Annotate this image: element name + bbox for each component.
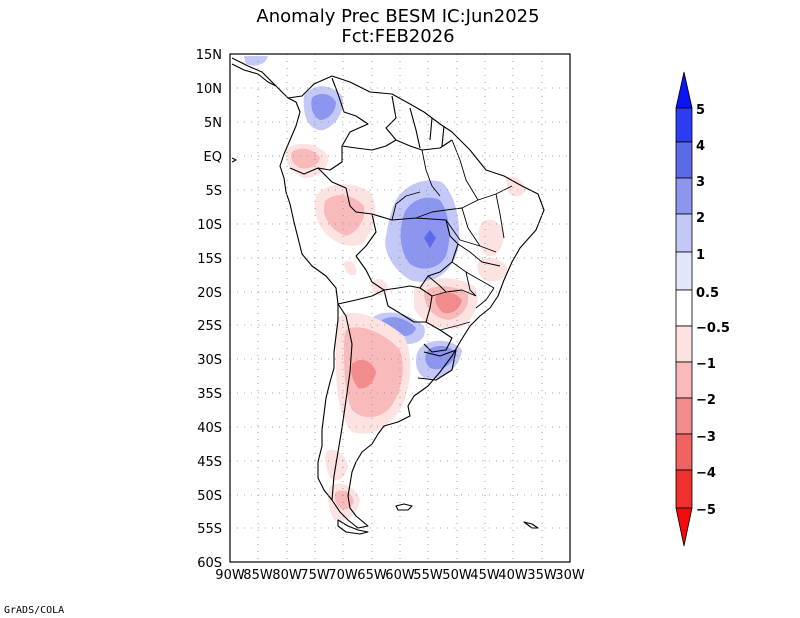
tierra-del-fuego [337,519,369,535]
lat-label: 30S [197,353,222,368]
latitude-axis: 15N 10N 5N EQ 5S 10S 15S 20S 25S 30S 35S… [196,48,222,571]
border-ecuador-peru [289,146,343,175]
grads-credit: GrADS/COLA [4,605,64,616]
lat-label: 40S [197,421,222,436]
lat-label: 35S [197,387,222,402]
lat-label: 10N [196,82,222,97]
central-america-coast [231,63,277,87]
map-frame [229,53,571,563]
colorbar-top-triangle [675,71,693,109]
border-brazil-north [341,139,453,151]
anomaly-blue-top-corner [244,56,268,66]
brazil-states [391,139,513,331]
border-colombia-peru [317,167,347,189]
colorbar-segment [675,177,693,215]
anomaly-blue-central-core [400,197,450,269]
lon-label: 90W [215,568,245,583]
colorbar-segment [675,213,693,253]
lat-label: 15N [196,48,222,63]
colorbar: 5 4 3 2 1 0.5 −0.5 −1 −2 −3 −4 −5 [675,71,730,547]
colorbar-segment [675,397,693,435]
colorbar-segment [675,107,693,143]
colorbar-label: 4 [696,139,705,154]
colorbar-segment [675,251,693,291]
lat-label: 45S [197,455,222,470]
lat-label: 5S [205,184,222,199]
lon-label: 45W [470,568,500,583]
colorbar-label: −0.5 [696,321,730,336]
colorbar-bottom-triangle [675,507,693,547]
colorbar-label: 5 [696,103,705,118]
border-paraguay [383,287,433,323]
colorbar-label: −5 [696,503,716,518]
lon-label: 40W [498,568,528,583]
lon-label: 85W [243,568,273,583]
map-panel [229,53,571,563]
colorbar-label: 1 [696,248,705,263]
border-colombia-venezuela [331,77,369,147]
title-line-2: Fct:FEB2026 [341,26,454,47]
lat-lon-grid [230,54,570,562]
colorbar-label: −4 [696,466,716,481]
anomaly-red-small-bolivia [344,260,357,276]
lon-label: 80W [272,568,302,583]
anomaly-red-west-core [324,195,365,236]
colorbar-segment [675,361,693,399]
lon-label: 35W [527,568,557,583]
lat-label: EQ [204,150,222,165]
colorbar-label: 0.5 [696,286,719,301]
anomaly-red-east2 [477,257,508,282]
border-uruguay [417,349,457,381]
anomaly-blue-northwest-core [311,93,336,120]
border-bolivia-brazil [371,213,459,289]
colorbar-label: 2 [696,211,705,226]
lat-label: 50S [197,489,222,504]
anomaly-red-argentina-core [351,359,376,389]
title-line-1: Anomaly Prec BESM IC:Jun2025 [256,6,539,27]
colorbar-segment [675,141,693,179]
anomaly-red-north-core [291,148,320,169]
lat-label: 15S [197,252,222,267]
lon-label: 60W [385,568,415,583]
lon-label: 55W [413,568,443,583]
lon-label: 30W [555,568,585,583]
border-guianas [409,107,445,149]
lat-label: 55S [197,522,222,537]
anomaly-blue-central-peak [424,230,436,248]
anomaly-shading [244,56,526,521]
border-argentina-brazil [423,321,453,353]
colorbar-segment [675,325,693,363]
galapagos [231,157,237,163]
colorbar-label: −1 [696,357,716,372]
lat-label: 5N [204,116,222,131]
anomaly-red-east [478,219,504,257]
lon-label: 65W [357,568,387,583]
colorbar-label: 3 [696,175,705,190]
longitude-axis: 90W 85W 80W 75W 70W 65W 60W 55W 50W 45W … [215,568,585,583]
map-background [230,54,570,562]
colorbar-segment [675,289,693,327]
lon-label: 50W [442,568,472,583]
falkland-islands [395,503,413,511]
colorbar-segment [675,433,693,471]
colorbar-segment [675,469,693,509]
lat-label: 25S [197,319,222,334]
lat-label: 10S [197,218,222,233]
colorbar-label: −3 [696,430,716,445]
colorbar-label: −2 [696,393,716,408]
anomaly-red-patagonia [325,449,348,481]
border-venezuela-guyana [385,95,397,141]
border-chile-argentina [331,303,353,501]
anomaly-red-southeast-core [435,292,462,314]
geographic-outlines [231,57,545,535]
anomaly-red-northeast [506,176,526,197]
lat-label: 60S [197,556,222,571]
lat-label: 20S [197,286,222,301]
border-argentina-north [337,289,385,305]
lon-label: 70W [328,568,358,583]
lon-label: 75W [300,568,330,583]
